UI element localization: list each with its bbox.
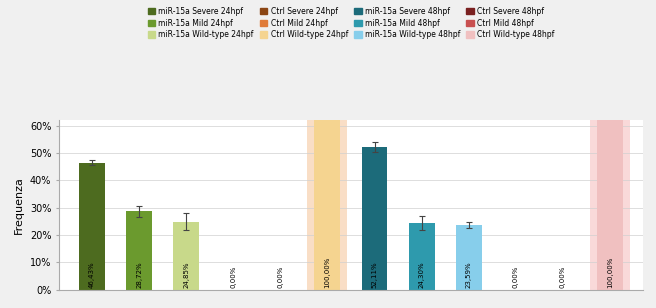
- Bar: [314, 16, 340, 290]
- Text: 23,59%: 23,59%: [466, 262, 472, 288]
- Text: 0,00%: 0,00%: [513, 266, 519, 288]
- Bar: [590, 120, 630, 290]
- Text: 28,72%: 28,72%: [136, 262, 142, 288]
- Y-axis label: Frequenza: Frequenza: [14, 176, 24, 234]
- Bar: [409, 223, 434, 290]
- Text: 0,00%: 0,00%: [277, 266, 283, 288]
- Text: 24,30%: 24,30%: [419, 262, 424, 288]
- Text: 100,00%: 100,00%: [607, 257, 613, 288]
- Bar: [126, 211, 152, 290]
- Text: 0,00%: 0,00%: [230, 266, 236, 288]
- Text: 52,11%: 52,11%: [371, 262, 377, 288]
- Text: 46,43%: 46,43%: [89, 262, 95, 288]
- Text: 24,85%: 24,85%: [183, 262, 189, 288]
- Bar: [173, 222, 199, 290]
- Bar: [456, 225, 482, 290]
- Bar: [308, 120, 348, 290]
- Bar: [597, 16, 623, 290]
- Text: 0,00%: 0,00%: [560, 266, 566, 288]
- Text: 100,00%: 100,00%: [325, 257, 331, 288]
- Bar: [79, 163, 105, 290]
- Legend: miR-15a Severe 24hpf, miR-15a Mild 24hpf, miR-15a Wild-type 24hpf, Ctrl Severe 2: miR-15a Severe 24hpf, miR-15a Mild 24hpf…: [146, 5, 556, 41]
- Bar: [361, 147, 388, 290]
